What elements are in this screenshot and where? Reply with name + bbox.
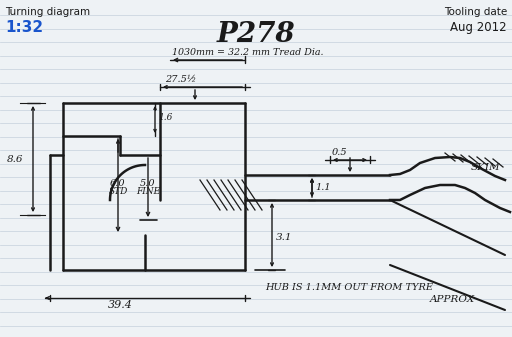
Text: 1.1: 1.1: [315, 184, 331, 192]
Text: STD: STD: [109, 187, 127, 196]
Text: APPROX: APPROX: [430, 296, 475, 305]
Text: SKIM: SKIM: [471, 162, 500, 172]
Text: Tooling date: Tooling date: [444, 7, 507, 17]
Text: FINE: FINE: [136, 187, 160, 196]
Text: 0.5: 0.5: [332, 148, 348, 157]
Text: 39.4: 39.4: [108, 300, 133, 310]
Text: 3.1: 3.1: [276, 233, 292, 242]
Text: HUB IS 1.1MM OUT FROM TYRE: HUB IS 1.1MM OUT FROM TYRE: [265, 283, 433, 293]
Text: Aug 2012: Aug 2012: [451, 22, 507, 34]
Text: 6.0: 6.0: [110, 179, 126, 187]
Text: Turning diagram: Turning diagram: [5, 7, 90, 17]
Text: 27.5½: 27.5½: [165, 75, 197, 84]
Text: 1.6: 1.6: [158, 114, 173, 123]
Text: 1:32: 1:32: [5, 21, 43, 35]
Text: 1030mm = 32.2 mm Tread Dia.: 1030mm = 32.2 mm Tread Dia.: [172, 48, 324, 57]
Text: 5.0: 5.0: [140, 179, 156, 187]
Text: P278: P278: [217, 22, 295, 49]
Text: 8.6: 8.6: [7, 154, 23, 163]
